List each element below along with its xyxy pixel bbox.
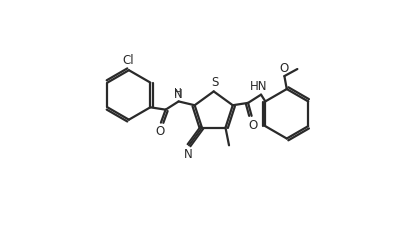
Text: S: S [211, 76, 219, 89]
Text: O: O [279, 62, 288, 75]
Text: O: O [155, 125, 165, 138]
Text: H: H [174, 88, 182, 98]
Text: N: N [174, 88, 183, 101]
Text: N: N [184, 148, 193, 161]
Text: Cl: Cl [122, 54, 133, 67]
Text: HN: HN [250, 81, 267, 93]
Text: O: O [248, 119, 257, 132]
